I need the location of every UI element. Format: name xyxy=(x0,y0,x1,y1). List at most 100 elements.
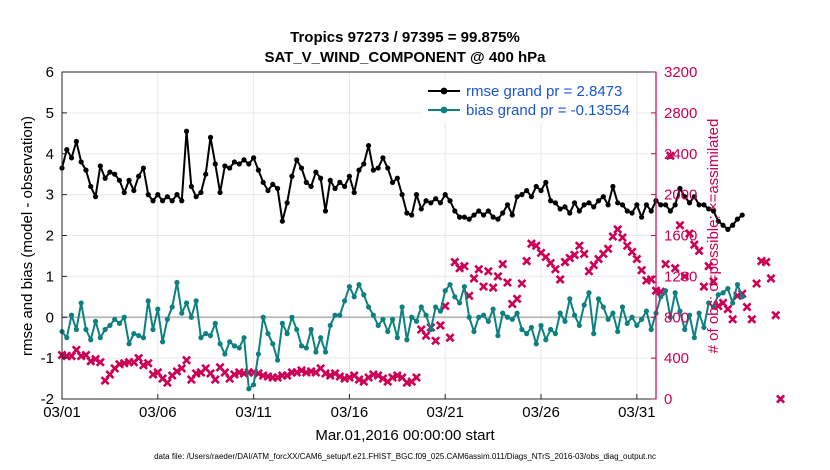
rmse-point xyxy=(88,183,94,190)
rmse-point xyxy=(409,212,415,218)
bias-point xyxy=(279,320,285,326)
assimilated-marker-stroke xyxy=(632,254,642,264)
legend-bias-label: bias grand pr = -0.13554 xyxy=(466,102,630,119)
assimilated-marker xyxy=(646,274,656,284)
assimilated-marker xyxy=(613,224,623,234)
rmse-point xyxy=(313,169,319,175)
assimilated-marker-stroke xyxy=(776,394,786,404)
rmse-point xyxy=(739,212,745,218)
x-tick-label: 03/21 xyxy=(426,404,464,421)
bias-point xyxy=(706,300,712,306)
bias-point xyxy=(183,300,190,306)
rmse-point xyxy=(289,173,295,179)
bias-point xyxy=(567,296,573,302)
bias-point xyxy=(643,308,650,314)
rmse-point xyxy=(337,179,343,185)
bias-point xyxy=(270,341,276,347)
assimilated-marker-stroke xyxy=(546,258,556,268)
assimilated-marker-stroke xyxy=(689,240,699,250)
bias-point xyxy=(701,324,707,331)
assimilated-marker xyxy=(661,259,671,269)
bias-point xyxy=(327,322,333,329)
assimilated-marker xyxy=(708,276,718,286)
bias-point xyxy=(725,286,731,292)
assimilated-marker xyxy=(483,266,493,276)
rmse-point xyxy=(160,198,166,204)
rmse-point xyxy=(662,202,669,208)
assimilated-marker-stroke xyxy=(325,370,335,381)
rmse-point xyxy=(428,200,434,206)
bias-point xyxy=(193,298,199,304)
bias-point xyxy=(107,322,113,329)
bias-point xyxy=(461,283,467,290)
rmse-point xyxy=(356,167,362,173)
rmse-point xyxy=(715,218,721,224)
assimilated-marker-stroke xyxy=(752,279,762,289)
assimilated-marker-stroke xyxy=(292,367,302,377)
bias-point xyxy=(337,312,343,318)
rmse-point xyxy=(557,206,563,212)
assimilated-marker-stroke xyxy=(742,302,752,312)
rmse-point xyxy=(730,222,736,228)
assimilated-marker xyxy=(292,367,302,377)
bias-point xyxy=(164,316,170,322)
assimilated-marker-stroke xyxy=(459,261,469,271)
bias-point xyxy=(236,345,242,351)
bias-point xyxy=(571,312,578,318)
y-right-tick-label: 2000 xyxy=(664,187,697,204)
assimilated-marker-stroke xyxy=(344,373,354,383)
y-tick-label: 4 xyxy=(46,146,54,163)
y-right-tick-label: 2800 xyxy=(664,105,697,122)
bias-point xyxy=(548,326,554,333)
assimilated-marker-stroke xyxy=(411,373,421,383)
bias-point xyxy=(356,281,362,288)
assimilated-marker-stroke xyxy=(675,220,685,230)
rmse-point xyxy=(322,208,329,214)
assimilated-marker-stroke xyxy=(526,239,536,249)
bias-point xyxy=(691,335,697,341)
assimilated-marker xyxy=(522,256,532,266)
assimilated-marker-stroke xyxy=(148,369,158,379)
assimilated-marker-stroke xyxy=(421,331,431,341)
bias-point xyxy=(83,326,89,333)
assimilated-marker-stroke xyxy=(431,336,441,346)
assimilated-marker xyxy=(531,241,541,251)
bias-point xyxy=(73,326,79,333)
assimilated-marker xyxy=(570,250,580,260)
rmse-point xyxy=(595,198,602,204)
bias-point xyxy=(538,322,544,329)
bias-point xyxy=(519,326,525,333)
bias-point xyxy=(576,322,582,329)
bias-point xyxy=(260,314,266,320)
rmse-point xyxy=(643,202,650,208)
bias-point xyxy=(591,331,597,337)
rmse-point xyxy=(394,175,400,181)
rmse-point xyxy=(274,185,281,192)
assimilated-marker xyxy=(617,233,627,243)
bias-point xyxy=(399,304,405,310)
bias-point xyxy=(313,349,319,355)
rmse-point xyxy=(447,198,453,204)
assimilated-marker xyxy=(574,241,584,251)
rmse-point xyxy=(543,179,549,185)
rmse-point xyxy=(255,167,261,173)
bias-point xyxy=(289,314,295,320)
rmse-point xyxy=(619,202,626,208)
assimilated-marker-stroke xyxy=(555,274,565,284)
x-tick-label: 03/11 xyxy=(235,404,271,421)
assimilated-marker-stroke xyxy=(670,263,680,273)
assimilated-marker xyxy=(134,353,144,363)
bias-point xyxy=(730,300,736,306)
assimilated-marker xyxy=(445,333,455,343)
assimilated-marker xyxy=(752,279,762,289)
assimilated-marker-stroke xyxy=(483,266,493,276)
rmse-point xyxy=(480,212,487,218)
rmse-point xyxy=(203,171,209,177)
series-assimilated-markers xyxy=(57,151,786,404)
assimilated-marker xyxy=(526,239,536,249)
rmse-point xyxy=(231,159,238,165)
assimilated-marker xyxy=(771,310,781,320)
assimilated-marker-stroke xyxy=(479,282,489,292)
rmse-point xyxy=(78,159,84,165)
assimilated-marker xyxy=(182,355,192,365)
